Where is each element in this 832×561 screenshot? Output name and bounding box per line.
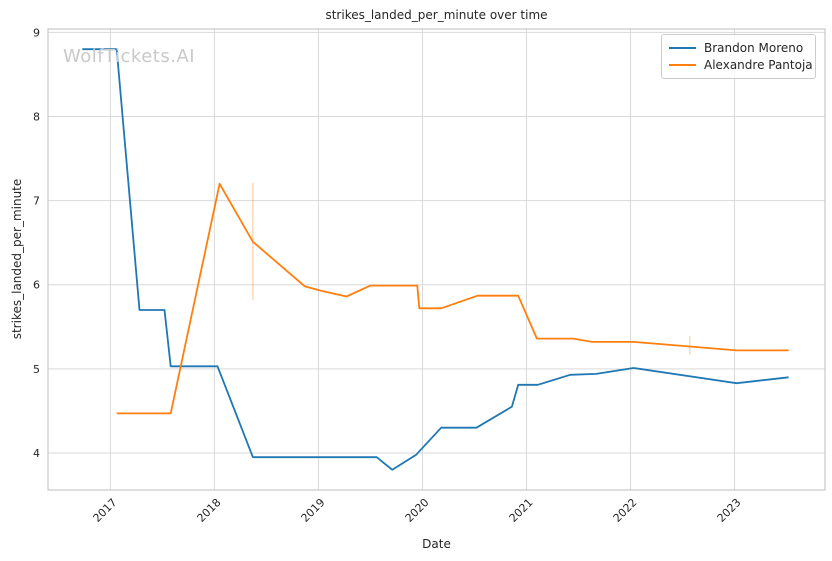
legend-label: Alexandre Pantoja xyxy=(704,57,813,72)
x-tick-label: 2019 xyxy=(299,496,328,525)
watermark: WolfTickets.AI xyxy=(63,46,196,67)
chart-title: strikes_landed_per_minute over time xyxy=(325,8,548,22)
y-tick-label: 7 xyxy=(33,195,40,208)
x-tick-label: 2018 xyxy=(195,496,224,525)
y-tick-label: 4 xyxy=(33,447,40,460)
legend-label: Brandon Moreno xyxy=(704,40,804,55)
y-axis-label: strikes_landed_per_minute xyxy=(10,178,24,340)
y-tick-label: 5 xyxy=(33,363,40,376)
x-tick-label: 2017 xyxy=(91,496,120,525)
legend-line-swatch-blue xyxy=(669,46,696,49)
legend: Brandon Moreno Alexandre Pantoja xyxy=(661,34,816,79)
x-axis-label: Date xyxy=(422,537,451,551)
legend-entry-alexandre-pantoja: Alexandre Pantoja xyxy=(669,56,813,73)
y-tick-label: 9 xyxy=(33,26,40,39)
plot-border xyxy=(47,28,826,491)
legend-line-swatch-orange xyxy=(669,63,696,66)
x-tick-label: 2022 xyxy=(611,496,640,525)
series-line-brandon-moreno xyxy=(82,48,789,471)
y-tick-label: 8 xyxy=(33,110,40,123)
series-line-alexandre-pantoja xyxy=(116,182,789,415)
x-tick-label: 2023 xyxy=(715,496,744,525)
x-tick-label: 2020 xyxy=(403,496,432,525)
legend-entry-brandon-moreno: Brandon Moreno xyxy=(669,39,809,56)
x-tick-label: 2021 xyxy=(507,496,536,525)
y-tick-label: 6 xyxy=(33,279,40,292)
